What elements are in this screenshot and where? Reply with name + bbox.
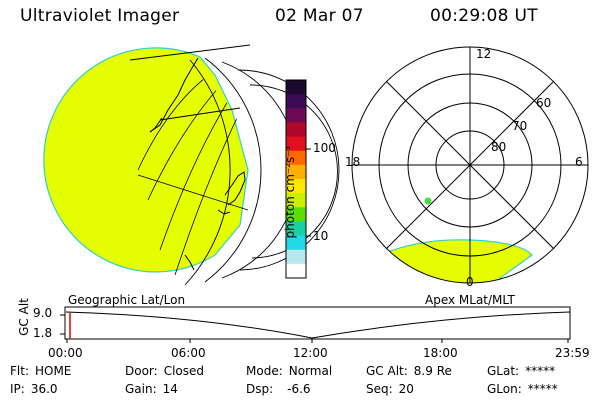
coastline <box>149 57 246 271</box>
colorbar-segment <box>286 221 306 237</box>
timeline-xtick-1200: 12:00 <box>293 346 328 360</box>
info-glat: GLat: ***** <box>487 364 556 378</box>
info-flt: Flt: HOME <box>10 364 72 378</box>
orbit-timeline <box>60 306 571 343</box>
timeline-xtick-2359: 23:59 <box>555 346 590 360</box>
auroral-image-polar <box>378 239 533 283</box>
mlt-label-12: 12 <box>476 47 492 61</box>
colorbar-segment <box>286 235 306 251</box>
polar-panel-label: Apex MLat/MLT <box>425 293 515 307</box>
info-gain: Gain: 14 <box>125 382 178 396</box>
time-label: 00:29:08 UT <box>430 6 538 26</box>
mlt-label-6: 6 <box>575 155 583 169</box>
timeline-xtick-0000: 00:00 <box>48 346 83 360</box>
colorbar-unit-label: photon cm⁻²s⁻¹ <box>283 145 297 239</box>
timeline-xtick-1800: 18:00 <box>423 346 458 360</box>
colorbar-segment <box>286 108 306 123</box>
polar-panel <box>351 46 589 284</box>
info-glon: GLon: ***** <box>487 382 558 396</box>
colorbar-segment <box>286 80 306 95</box>
colorbar-segment <box>286 179 306 194</box>
instrument-title: Ultraviolet Imager <box>20 6 180 26</box>
colorbar-segment <box>286 193 306 208</box>
mlat-label-70: 70 <box>512 119 528 133</box>
info-dsp: Dsp: -6.6 <box>246 382 311 396</box>
colorbar-segment <box>286 207 306 222</box>
colorbar-tick-100: 100 <box>313 141 336 155</box>
auroral-image-geo <box>43 47 249 273</box>
info-mode: Mode: Normal <box>246 364 333 378</box>
colorbar-segment <box>286 150 306 166</box>
colorbar-segment <box>286 164 306 180</box>
mlt-label-0: 0 <box>466 275 474 289</box>
geo-panel-label: Geographic Lat/Lon <box>68 293 186 307</box>
colorbar-segment <box>286 94 306 109</box>
colorbar-tick-10: 10 <box>313 229 329 243</box>
timeline-ytick-high: 9.0 <box>33 306 53 320</box>
colorbar-segment <box>286 263 306 279</box>
colorbar-segment <box>286 136 306 152</box>
mlat-label-80: 80 <box>491 140 507 154</box>
info-seq: Seq: 20 <box>366 382 414 396</box>
color-bar <box>285 79 311 279</box>
colorbar-segment <box>286 249 306 265</box>
satellite-position-dot <box>424 197 432 205</box>
timeline-xtick-0600: 06:00 <box>171 346 206 360</box>
timeline-ytick-low: 1.8 <box>33 326 53 340</box>
timeline-ylabel: GC Alt <box>17 298 31 336</box>
colorbar-segment <box>286 122 306 138</box>
mlat-label-60: 60 <box>536 96 552 110</box>
info-door: Door: Closed <box>125 364 205 378</box>
date-label: 02 Mar 07 <box>275 6 364 26</box>
info-ip: IP: 36.0 <box>10 382 58 396</box>
mlt-label-18: 18 <box>345 155 361 169</box>
info-gc-alt: GC Alt: 8.9 Re <box>366 364 452 378</box>
geographic-panel <box>43 44 340 286</box>
